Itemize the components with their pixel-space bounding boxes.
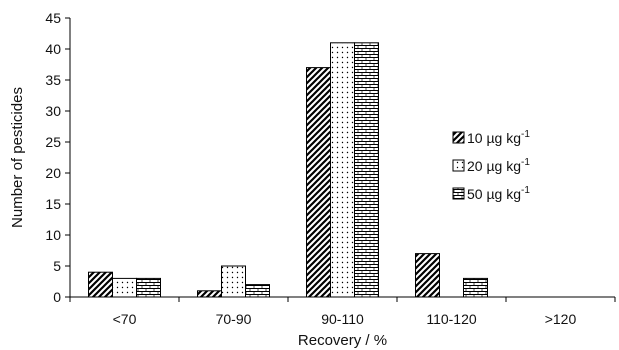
legend-swatch bbox=[452, 131, 465, 144]
legend-swatch bbox=[452, 159, 465, 172]
x-axis-label: Recovery / % bbox=[298, 332, 387, 349]
y-axis-label: Number of pesticides bbox=[9, 87, 26, 228]
y-axis-ticks: 0 5 10 15 20 25 30 35 40 45 bbox=[45, 10, 70, 305]
legend-label-text: 20 µg kg bbox=[467, 158, 521, 174]
legend-label: 10 µg kg-1 bbox=[467, 129, 530, 146]
bar bbox=[221, 265, 246, 298]
bar bbox=[354, 42, 379, 298]
legend: 10 µg kg-120 µg kg-150 µg kg-1 bbox=[452, 129, 530, 202]
x-tick-label: <70 bbox=[113, 311, 137, 327]
x-tick-label: >120 bbox=[545, 311, 577, 327]
legend-label-superscript: -1 bbox=[521, 185, 530, 196]
bar bbox=[245, 284, 270, 298]
bar bbox=[415, 253, 440, 298]
y-tick-label: 40 bbox=[45, 41, 61, 57]
bar bbox=[306, 67, 331, 298]
legend-label: 50 µg kg-1 bbox=[467, 185, 530, 202]
legend-label-text: 50 µg kg bbox=[467, 186, 521, 202]
bar bbox=[197, 290, 222, 298]
y-tick-label: 30 bbox=[45, 103, 61, 119]
x-axis-ticks: <70 70-90 90-110 110-120 >120 bbox=[69, 297, 616, 327]
bar bbox=[463, 277, 488, 298]
y-tick-label: 0 bbox=[53, 289, 61, 305]
y-tick-label: 35 bbox=[45, 72, 61, 88]
legend-label-superscript: -1 bbox=[521, 157, 530, 168]
y-tick-label: 25 bbox=[45, 134, 61, 150]
legend-label-superscript: -1 bbox=[521, 129, 530, 140]
bar bbox=[88, 271, 113, 298]
legend-label: 20 µg kg-1 bbox=[467, 157, 530, 174]
x-tick-label: 70-90 bbox=[216, 311, 252, 327]
x-tick-label: 110-120 bbox=[426, 311, 477, 327]
legend-label-text: 10 µg kg bbox=[467, 130, 521, 146]
bar bbox=[136, 277, 161, 298]
y-tick-label: 20 bbox=[45, 165, 61, 181]
bars bbox=[88, 42, 488, 298]
y-tick-label: 15 bbox=[45, 196, 61, 212]
y-tick-label: 5 bbox=[53, 258, 61, 274]
y-tick-label: 45 bbox=[45, 10, 61, 26]
bar bbox=[330, 42, 355, 298]
y-tick-label: 10 bbox=[45, 227, 61, 243]
bar bbox=[112, 277, 137, 298]
x-tick-label: 90-110 bbox=[321, 311, 364, 327]
legend-swatch bbox=[452, 187, 465, 200]
